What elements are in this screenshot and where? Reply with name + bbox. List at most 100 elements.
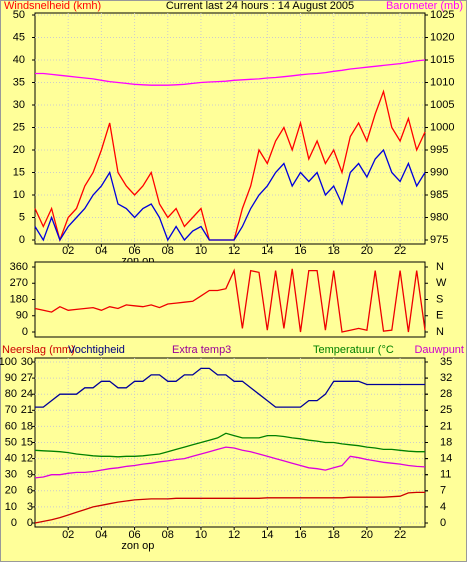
y2-tick-label: 25 <box>440 404 452 416</box>
series-line <box>35 367 425 408</box>
y2-tick-label: 980 <box>430 211 448 223</box>
y2-tick-label: 995 <box>430 144 448 156</box>
x-tick-label: 22 <box>394 245 406 257</box>
series-line <box>34 432 425 458</box>
y-tick-label: 10 <box>13 189 25 201</box>
y3-tick-label: 27 <box>21 372 33 384</box>
y-tick-label: 270 <box>10 277 28 289</box>
y3-tick-label: 3 <box>27 501 33 513</box>
series-line <box>34 446 426 479</box>
x-tick-label: 02 <box>62 245 74 257</box>
y3-tick-label: 18 <box>21 420 33 432</box>
y-tick-label: 5 <box>19 211 25 223</box>
x-tick-label: 02 <box>62 529 74 541</box>
x-tick-label: 08 <box>162 529 174 541</box>
axis-title: Barometer (mb) <box>386 0 463 12</box>
y2-tick-label: W <box>436 277 447 289</box>
x-tick-label: 18 <box>328 529 340 541</box>
y3-tick-label: 6 <box>27 485 33 497</box>
y2-tick-label: 975 <box>430 234 448 246</box>
x-tick-label: 06 <box>128 529 140 541</box>
y2-tick-label: 1005 <box>430 99 454 111</box>
y2-tick-label: 32 <box>440 372 452 384</box>
y-tick-label: 20 <box>13 144 25 156</box>
x-tick-label: 06 <box>128 245 140 257</box>
y2-tick-label: N <box>436 261 444 273</box>
y3-tick-label: 21 <box>21 404 33 416</box>
y3-tick-label: 15 <box>21 436 33 448</box>
x-tick-label: 10 <box>195 529 207 541</box>
x-tick-label: 10 <box>195 245 207 257</box>
y3-tick-label: 30 <box>21 356 33 368</box>
x-tick-label: 16 <box>294 529 306 541</box>
y2-tick-label: 18 <box>440 436 452 448</box>
axis-title: Neerslag (mm) <box>2 344 75 356</box>
y3-tick-label: 24 <box>21 388 33 400</box>
y-tick-label: 50 <box>5 436 17 448</box>
y-tick-label: 80 <box>5 388 17 400</box>
y-tick-label: 70 <box>5 404 17 416</box>
x-tick-label: 12 <box>228 529 240 541</box>
x-tick-label: 18 <box>328 245 340 257</box>
y2-tick-label: N <box>436 326 444 338</box>
y2-tick-label: E <box>436 310 443 322</box>
y3-tick-label: 12 <box>21 453 33 465</box>
plot-area <box>34 12 426 245</box>
x-tick-label: 08 <box>162 245 174 257</box>
x-tick-label: 16 <box>294 245 306 257</box>
x-tick-label: 14 <box>261 529 273 541</box>
y3-tick-label: 9 <box>27 469 33 481</box>
axis-title: Temperatuur (°C <box>313 344 394 356</box>
y2-tick-label: 990 <box>430 166 448 178</box>
y-tick-label: 30 <box>13 99 25 111</box>
x-tick-label: 22 <box>394 529 406 541</box>
y-tick-label: 15 <box>13 166 25 178</box>
y-tick-label: 60 <box>5 420 17 432</box>
x-tick-label: 20 <box>361 529 373 541</box>
y-tick-label: 360 <box>10 261 28 273</box>
x-tick-label: 14 <box>261 245 273 257</box>
y2-tick-label: 21 <box>440 420 452 432</box>
y-tick-label: 30 <box>5 469 17 481</box>
y-tick-label: 25 <box>13 121 25 133</box>
y2-tick-label: 1020 <box>430 31 454 43</box>
series-line <box>35 59 426 86</box>
y3-tick-label: 0 <box>27 517 33 529</box>
chart-title: Current last 24 hours : 14 August 2005 <box>166 0 354 12</box>
y-tick-label: 35 <box>13 76 25 88</box>
y-tick-label: 50 <box>13 9 25 21</box>
plot-area <box>34 261 426 338</box>
axis-title: Extra temp3 <box>172 344 231 356</box>
y-tick-label: 40 <box>13 54 25 66</box>
y-tick-label: 10 <box>5 501 17 513</box>
y-tick-label: 0 <box>22 326 28 338</box>
y-tick-label: 0 <box>19 234 25 246</box>
axis-title: Windsnelheid (kmh) <box>4 0 101 12</box>
axis-title: Dauwpunt <box>414 344 464 356</box>
y-tick-label: 90 <box>5 372 17 384</box>
x-tick-label: 04 <box>95 245 107 257</box>
y2-tick-label: 1025 <box>430 9 454 21</box>
y2-tick-label: 7 <box>440 485 446 497</box>
axis-title: Vochtigheid <box>68 344 125 356</box>
y2-tick-label: 11 <box>440 469 451 481</box>
y-tick-label: 40 <box>5 453 17 465</box>
y2-tick-label: 985 <box>430 189 448 201</box>
series-line <box>34 491 425 524</box>
y2-tick-label: 1015 <box>430 54 454 66</box>
y2-tick-label: 28 <box>440 388 452 400</box>
y2-tick-label: 14 <box>440 453 452 465</box>
series-line <box>34 148 426 242</box>
y-tick-label: 45 <box>13 31 25 43</box>
x-tick-label: 12 <box>228 245 240 257</box>
series-line <box>34 268 426 333</box>
y2-tick-label: 4 <box>440 501 446 513</box>
y-tick-label: 100 <box>0 356 17 368</box>
y2-tick-label: 1010 <box>430 76 454 88</box>
y2-tick-label: 1000 <box>430 121 454 133</box>
y-tick-label: 0 <box>11 517 17 529</box>
y-tick-label: 20 <box>5 485 17 497</box>
y2-tick-label: 0 <box>440 517 446 529</box>
